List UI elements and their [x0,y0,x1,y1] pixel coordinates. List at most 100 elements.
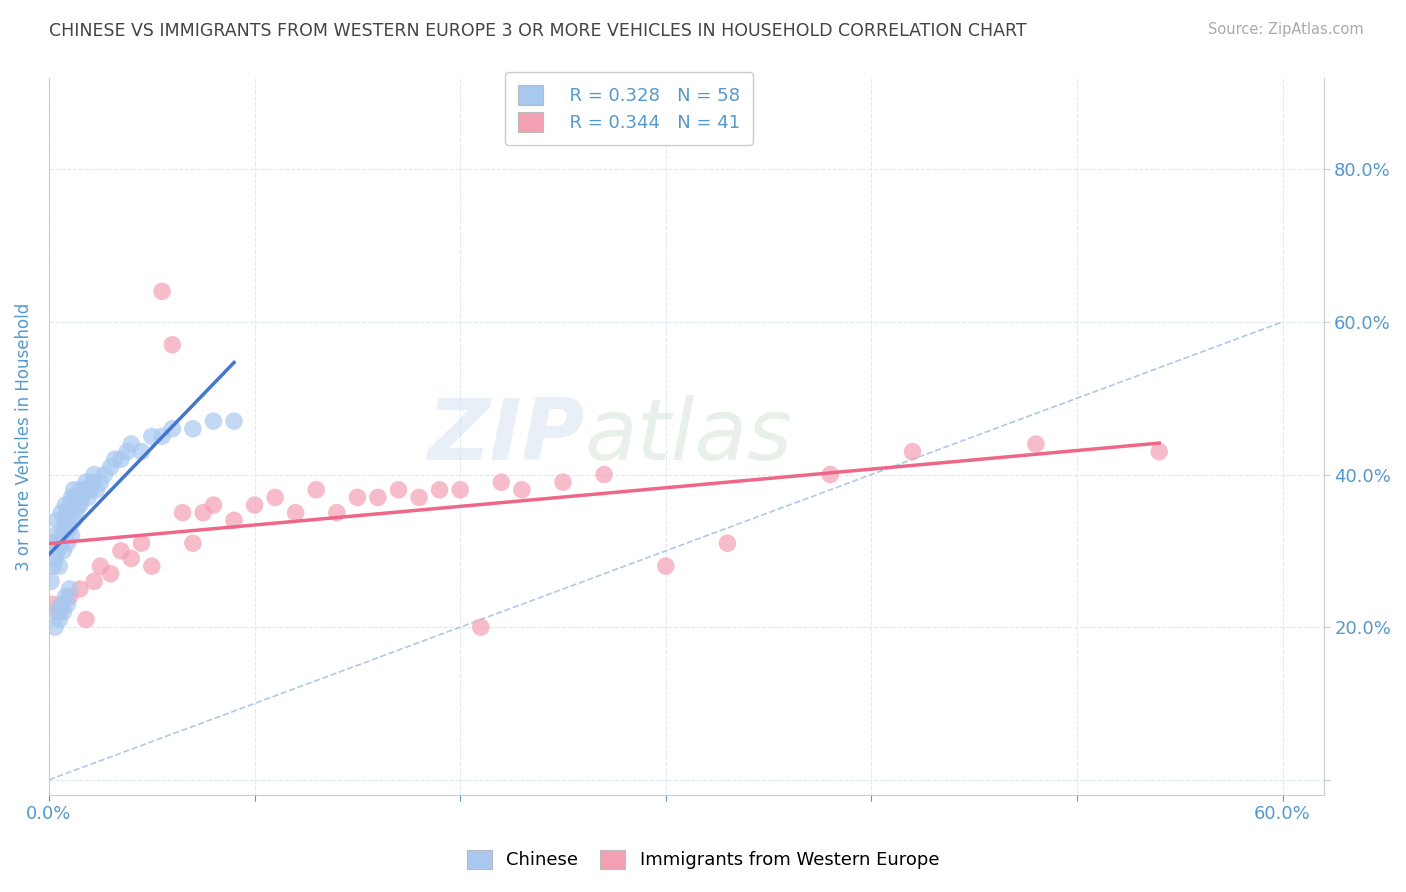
Point [141,559,163,574]
Point [48,605,70,619]
Point [58,498,80,512]
Point [551,475,574,490]
Point [48,613,70,627]
Point [44,551,66,566]
Point [69,498,91,512]
Point [716,536,738,550]
Point [162,422,184,436]
Point [55,590,77,604]
Point [100,459,122,474]
Point [172,506,194,520]
Point [65,506,87,520]
Point [89,559,111,574]
Point [901,444,924,458]
Point [150,429,173,443]
Point [65,491,87,505]
Point [56,536,79,550]
Point [222,513,245,527]
Point [593,467,616,482]
Point [131,536,153,550]
Point [1147,444,1170,458]
Point [84,483,107,497]
Point [449,483,471,497]
Point [51,506,73,520]
Point [110,452,132,467]
Point [55,513,77,527]
Point [181,536,204,550]
Point [48,536,70,550]
Point [150,285,173,299]
Point [42,559,65,574]
Text: ZIP: ZIP [427,395,585,478]
Point [491,475,513,490]
Point [104,452,127,467]
Point [58,582,80,596]
Point [66,498,89,512]
Point [387,483,409,497]
Point [39,574,62,589]
Point [60,491,83,505]
Point [115,444,138,458]
Point [89,475,111,490]
Point [162,338,184,352]
Point [110,544,132,558]
Point [60,528,83,542]
Text: CHINESE VS IMMIGRANTS FROM WESTERN EUROPE 3 OR MORE VEHICLES IN HOUSEHOLD CORREL: CHINESE VS IMMIGRANTS FROM WESTERN EUROP… [49,22,1026,40]
Point [51,528,73,542]
Point [202,414,225,428]
Point [120,437,142,451]
Y-axis label: 3 or more Vehicles in Household: 3 or more Vehicles in Household [15,302,32,571]
Point [264,491,287,505]
Point [70,491,93,505]
Point [62,513,84,527]
Point [120,551,142,566]
Point [820,467,842,482]
Point [48,559,70,574]
Point [46,544,69,558]
Legend:   R = 0.328   N = 58,   R = 0.344   N = 41: R = 0.328 N = 58, R = 0.344 N = 41 [505,72,752,145]
Point [141,429,163,443]
Point [77,491,100,505]
Point [69,582,91,596]
Point [58,590,80,604]
Point [100,566,122,581]
Point [58,521,80,535]
Point [55,498,77,512]
Point [655,559,678,574]
Point [429,483,451,497]
Point [56,506,79,520]
Point [42,597,65,611]
Point [284,506,307,520]
Point [222,414,245,428]
Point [56,597,79,611]
Point [346,491,368,505]
Point [83,574,105,589]
Point [305,483,328,497]
Point [62,483,84,497]
Point [44,528,66,542]
Point [93,467,115,482]
Point [202,498,225,512]
Point [1025,437,1047,451]
Point [470,620,492,634]
Legend: Chinese, Immigrants from Western Europe: Chinese, Immigrants from Western Europe [458,840,948,879]
Point [326,506,349,520]
Point [42,536,65,550]
Point [44,620,66,634]
Point [79,483,101,497]
Text: atlas: atlas [585,395,793,478]
Point [75,613,97,627]
Point [408,491,430,505]
Point [52,605,75,619]
Point [69,483,91,497]
Text: Source: ZipAtlas.com: Source: ZipAtlas.com [1208,22,1364,37]
Point [131,444,153,458]
Point [82,475,104,490]
Point [52,521,75,535]
Point [243,498,266,512]
Point [52,544,75,558]
Point [193,506,215,520]
Point [181,422,204,436]
Point [75,475,97,490]
Point [51,597,73,611]
